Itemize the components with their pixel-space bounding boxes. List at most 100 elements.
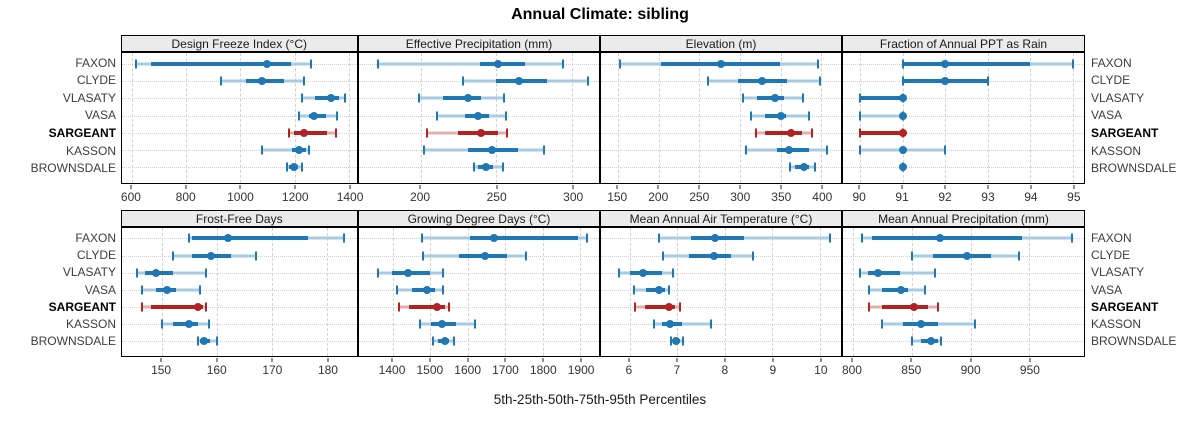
axis-tick — [901, 185, 903, 189]
axis-tick-label: 1800 — [529, 363, 557, 377]
whisker-cap — [859, 111, 862, 121]
interval-5-25 — [473, 165, 479, 169]
axis-tick — [185, 185, 187, 189]
interval-75-95 — [546, 79, 588, 83]
site-label-right: VLASATY — [1091, 265, 1145, 280]
axis-tick — [820, 358, 822, 362]
site-label-left: VASA — [84, 282, 116, 297]
median-dot — [403, 268, 412, 277]
site-label-left: CLYDE — [76, 247, 116, 262]
whisker-cap — [859, 93, 862, 103]
row-gridline — [843, 340, 1084, 342]
interval-5-25 — [869, 305, 883, 309]
median-dot — [935, 234, 944, 243]
panel-plot — [120, 227, 358, 357]
interval-25-75 — [765, 130, 802, 135]
median-dot — [432, 302, 441, 311]
vertical-gridline — [1072, 53, 1074, 183]
vertical-gridline — [911, 228, 913, 356]
axis-tick-label: 900 — [960, 363, 981, 377]
median-dot — [910, 302, 919, 311]
whisker-cap — [788, 162, 791, 172]
median-dot — [664, 302, 673, 311]
median-dot — [898, 94, 907, 103]
median-dot — [477, 128, 486, 137]
whisker-cap — [301, 162, 304, 172]
interval-75-95 — [449, 339, 454, 343]
axis-tick — [294, 185, 296, 189]
whisker-cap — [668, 285, 671, 295]
median-dot — [223, 234, 232, 243]
row-gridline — [121, 323, 357, 325]
axis-tick-label: 9 — [769, 363, 777, 377]
median-dot — [666, 319, 675, 328]
median-dot — [709, 251, 718, 260]
whisker-cap — [826, 145, 829, 155]
axis-tick-label: 800 — [841, 363, 862, 377]
interval-5-25 — [221, 79, 246, 83]
median-dot — [515, 76, 524, 85]
vertical-gridline — [349, 53, 351, 183]
site-label-left: KASSON — [65, 143, 116, 158]
row-gridline — [843, 272, 1084, 274]
interval-5-25 — [662, 254, 690, 258]
whisker-cap — [1017, 251, 1020, 261]
interval-75-95 — [899, 271, 936, 275]
whisker-cap — [706, 76, 709, 86]
interval-75-95 — [507, 254, 526, 258]
whisker-cap — [425, 128, 428, 138]
axis-tick-label: 8 — [721, 363, 729, 377]
whisker-cap — [421, 233, 423, 243]
median-dot — [710, 234, 719, 243]
row-gridline — [121, 98, 357, 100]
panel-strip-title: Elevation (m) — [685, 36, 757, 51]
site-label-left: CLYDE — [76, 73, 116, 88]
median-dot — [299, 128, 308, 137]
row-gridline — [843, 167, 1084, 169]
axis-tick — [739, 185, 741, 189]
median-dot — [941, 76, 950, 85]
whisker-cap — [858, 268, 861, 278]
vertical-gridline — [618, 53, 620, 183]
whisker-cap — [901, 59, 904, 69]
interval-5-25 — [419, 96, 444, 100]
interval-75-95 — [908, 288, 925, 292]
vertical-gridline — [420, 53, 422, 183]
axis-tick — [821, 185, 823, 189]
vertical-gridline — [987, 53, 989, 183]
median-dot — [185, 319, 194, 328]
interval-75-95 — [937, 339, 942, 343]
vertical-gridline — [740, 53, 742, 183]
vertical-gridline — [580, 228, 582, 356]
panel-strip: Mean Annual Precipitation (mm) — [842, 210, 1085, 227]
vertical-gridline — [161, 228, 163, 356]
vertical-gridline — [945, 53, 947, 183]
axis-tick — [327, 358, 329, 362]
vertical-gridline — [820, 228, 822, 356]
vertical-gridline — [658, 53, 660, 183]
whisker-cap — [618, 59, 621, 69]
interval-75-95 — [430, 271, 444, 275]
interval-25-75 — [882, 287, 909, 292]
interval-5-25 — [659, 236, 692, 240]
interval-5-25 — [745, 148, 777, 152]
median-dot — [941, 59, 950, 68]
vertical-gridline — [724, 228, 726, 356]
interval-5-25 — [423, 148, 468, 152]
interval-25-75 — [868, 270, 900, 275]
median-dot — [422, 285, 431, 294]
interval-75-95 — [674, 305, 680, 309]
row-gridline — [601, 272, 841, 274]
axis-tick — [780, 185, 782, 189]
whisker-cap — [303, 76, 306, 86]
site-label-right: BROWNSDALE — [1091, 161, 1177, 176]
whisker-cap — [881, 319, 884, 329]
interval-75-95 — [990, 254, 1019, 258]
median-dot — [758, 76, 767, 85]
whisker-cap — [813, 162, 816, 172]
whisker-cap — [503, 93, 506, 103]
axis-tick — [496, 185, 498, 189]
axis-tick-label: 94 — [1024, 190, 1038, 204]
interval-25-75 — [192, 236, 308, 241]
interval-75-95 — [937, 322, 976, 326]
